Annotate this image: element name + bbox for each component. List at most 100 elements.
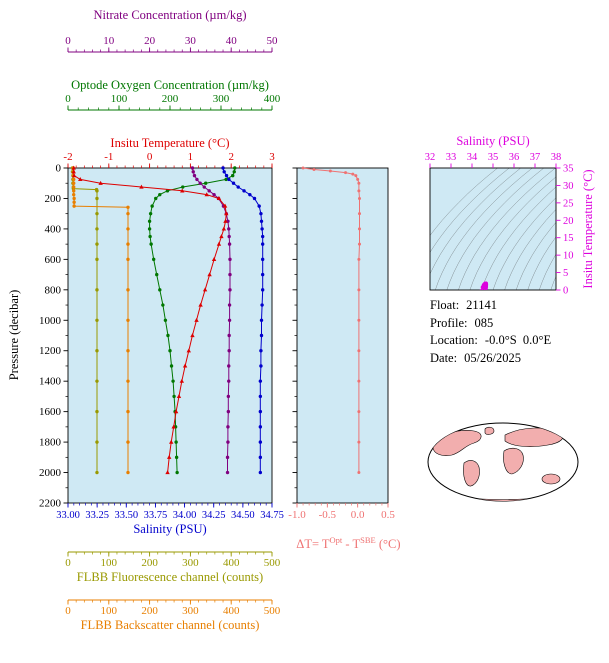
pressure-tick-labels: 0 200 400 600 800 1000 1200 1400 1600 1800 2000 220…	[39, 163, 62, 510]
svg-text:34: 34	[467, 152, 478, 163]
profile-value: 085	[474, 315, 494, 330]
svg-text:-0.5: -0.5	[319, 509, 337, 521]
tick-labels: 33.00 33.25 33.50 33.75 34.00 34.25 34.50 34.75	[56, 510, 284, 521]
svg-text:30: 30	[563, 181, 574, 192]
delta-title-prefix: ΔT= T	[296, 537, 330, 552]
world-map	[427, 422, 579, 502]
svg-text:1000: 1000	[39, 315, 62, 327]
svg-text:40: 40	[226, 35, 238, 47]
svg-text:800: 800	[45, 284, 62, 296]
svg-text:37: 37	[530, 152, 541, 163]
svg-text:34.00: 34.00	[173, 510, 197, 521]
svg-text:200: 200	[141, 605, 158, 617]
float-label: Float:	[430, 298, 460, 312]
tick-labels: 0 100 200 300 400 500	[65, 557, 281, 569]
delta-t-axis-title: ΔT= TOpt - TSBE (°C)	[272, 522, 413, 566]
svg-text:20: 20	[563, 216, 574, 227]
svg-text:5: 5	[563, 268, 568, 279]
svg-text:1800: 1800	[39, 437, 62, 449]
svg-text:0: 0	[65, 557, 71, 569]
tick-labels: 0 10 20 30 40 50	[65, 35, 278, 47]
svg-text:100: 100	[101, 557, 118, 569]
delta-title-mid: - T	[342, 537, 361, 552]
date-label: Date:	[430, 350, 458, 365]
location-label: Location:	[430, 333, 478, 347]
svg-text:50: 50	[267, 35, 279, 47]
svg-text:-1.0: -1.0	[288, 509, 306, 521]
float-info: Float: 21141 Profile: 085 Location: -0.0°S …	[430, 298, 551, 368]
temperature-axis-title: Insitu Temperature (°C)	[110, 136, 230, 150]
map-africa	[503, 447, 524, 475]
svg-text:33.50: 33.50	[114, 510, 138, 521]
svg-text:10: 10	[103, 35, 115, 47]
svg-text:200: 200	[162, 93, 179, 105]
svg-text:400: 400	[264, 93, 281, 105]
series-temperature	[71, 165, 229, 475]
oxygen-axis-title: Optode Oxygen Concentration (µm/kg)	[71, 78, 269, 92]
pressure-axis-title: Pressure (decibar)	[6, 289, 21, 381]
svg-text:33: 33	[446, 152, 457, 163]
svg-text:15: 15	[563, 233, 574, 244]
svg-text:300: 300	[182, 605, 199, 617]
svg-text:500: 500	[264, 557, 281, 569]
svg-text:0: 0	[65, 605, 71, 617]
svg-text:-2: -2	[63, 151, 72, 163]
svg-text:100: 100	[111, 93, 128, 105]
svg-text:34.25: 34.25	[202, 510, 226, 521]
float-value: 21141	[466, 298, 497, 312]
fluorescence-axis-title: FLBB Fluorescence channel (counts)	[76, 570, 264, 584]
svg-text:-1: -1	[104, 151, 113, 163]
map-land	[429, 426, 577, 501]
series-delta-t	[301, 166, 361, 475]
svg-text:300: 300	[182, 557, 199, 569]
tick-labels: 0 100 200 300 400	[65, 93, 281, 105]
svg-text:33.75: 33.75	[144, 510, 168, 521]
ts-salinity-axis-title: Salinity (PSU)	[456, 134, 530, 148]
map-south-america	[463, 460, 480, 487]
svg-text:34.50: 34.50	[231, 510, 255, 521]
tick-labels: 0 100 200 300 400 500	[65, 605, 281, 617]
svg-text:35: 35	[563, 164, 574, 175]
svg-text:400: 400	[223, 605, 240, 617]
map-eurasia	[504, 427, 564, 447]
profile-row: Profile: 085	[430, 316, 551, 331]
location-row: Location: -0.0°S 0.0°E	[430, 333, 551, 348]
svg-text:35: 35	[488, 152, 499, 163]
backscatter-axis-title: FLBB Backscatter channel (counts)	[80, 618, 260, 632]
svg-text:400: 400	[45, 223, 62, 235]
svg-text:1200: 1200	[39, 345, 62, 357]
density-contours	[430, 168, 556, 290]
profile-label: Profile:	[430, 315, 468, 330]
tick-labels: -2 -1 0 1 2 3	[63, 151, 275, 163]
map-australia	[541, 473, 561, 485]
svg-text:34.75: 34.75	[260, 510, 284, 521]
svg-text:25: 25	[563, 198, 574, 209]
svg-text:200: 200	[45, 193, 62, 205]
series-backscatter	[71, 166, 130, 475]
svg-text:2: 2	[228, 151, 234, 163]
svg-text:2000: 2000	[39, 467, 62, 479]
date-value: 05/26/2025	[464, 350, 522, 365]
delta-tick-labels: -1.0 -0.5 0.0 0.5	[288, 509, 395, 521]
ts-tick-labels: 32 33 34 35 36 37 38 0 5 10 15 20 25 30 35	[425, 152, 574, 297]
ts-profile-points	[479, 281, 489, 290]
svg-text:33.00: 33.00	[56, 510, 80, 521]
svg-text:600: 600	[45, 254, 62, 266]
svg-text:2200: 2200	[39, 498, 62, 510]
salinity-axis-title: Salinity (PSU)	[133, 522, 207, 536]
svg-text:32: 32	[425, 152, 436, 163]
svg-text:3: 3	[269, 151, 275, 163]
svg-text:0: 0	[563, 286, 568, 297]
svg-text:500: 500	[264, 605, 281, 617]
ts-temperature-axis-title: Insitu Temperature (°C)	[580, 169, 595, 289]
svg-text:1400: 1400	[39, 376, 62, 388]
svg-text:100: 100	[101, 605, 118, 617]
svg-text:10: 10	[563, 251, 574, 262]
svg-text:36: 36	[509, 152, 520, 163]
svg-text:0: 0	[147, 151, 153, 163]
svg-text:33.25: 33.25	[85, 510, 109, 521]
svg-text:0: 0	[56, 163, 62, 175]
svg-text:0: 0	[65, 35, 71, 47]
